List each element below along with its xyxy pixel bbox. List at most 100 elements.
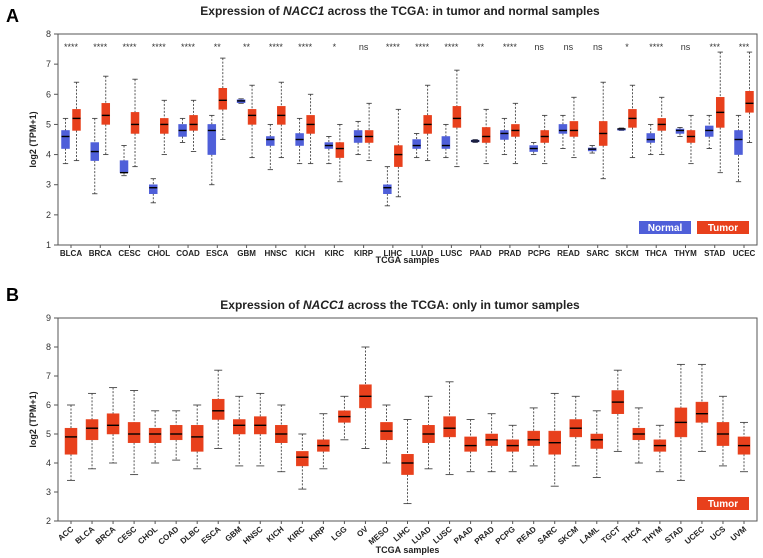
chart-a-significance-blca: **** bbox=[64, 42, 79, 52]
chart-a-title-gene: NACC1 bbox=[283, 4, 325, 18]
chart-b-box-tumor-ucs bbox=[716, 395, 730, 467]
chart-a-title-part-1: Expression of bbox=[200, 4, 283, 18]
chart-a-x-tick-label-ucec: UCEC bbox=[733, 249, 756, 258]
chart-a-box-tumor-thca bbox=[657, 96, 666, 156]
chart-a-box-tumor-kirp bbox=[364, 102, 374, 162]
chart-b-x-tick-label-ov: OV bbox=[355, 524, 370, 539]
chart-a-box-tumor-thym bbox=[686, 114, 696, 165]
chart-b-box-tumor-lihc bbox=[401, 419, 414, 505]
chart-a-x-tick-label-thym: THYM bbox=[674, 249, 697, 258]
chart-a-x-tick-label-pcpg: PCPG bbox=[528, 249, 551, 258]
chart-a-box-normal-cesc-iqr bbox=[119, 160, 129, 173]
chart-a-significance-sarc: ns bbox=[593, 42, 603, 52]
chart-a-box-normal-thym bbox=[675, 126, 685, 137]
chart-a-significance-ucec: *** bbox=[739, 42, 750, 52]
chart-b-x-tick-label-luad: LUAD bbox=[410, 524, 433, 545]
chart-b-x-tick-label-coad: COAD bbox=[157, 524, 181, 546]
chart-a-significance-thca: **** bbox=[649, 42, 664, 52]
chart-a-legend-label-tumor: Tumor bbox=[708, 223, 738, 234]
chart-b-x-tick-label-chol: CHOL bbox=[136, 525, 159, 547]
chart-b-y-tick-label: 9 bbox=[46, 313, 51, 323]
chart-b-legend-label-tumor: Tumor bbox=[708, 499, 738, 510]
chart-b-x-tick-label-paad: PAAD bbox=[452, 524, 475, 545]
chart-b-box-tumor-lusc-iqr bbox=[443, 416, 456, 438]
chart-b-y-tick-label: 8 bbox=[46, 342, 51, 352]
chart-b-box-tumor-luad bbox=[422, 395, 435, 470]
chart-b-x-tick-label-stad: STAD bbox=[663, 524, 685, 545]
chart-a-x-tick-label-gbm: GBM bbox=[237, 249, 256, 258]
chart-a-significance-kirp: ns bbox=[359, 42, 369, 52]
chart-b-x-tick-label-uvm: UVM bbox=[729, 524, 749, 543]
chart-a-box-normal-hnsc-iqr bbox=[266, 136, 275, 146]
chart-a-x-tick-label-sarc: SARC bbox=[586, 249, 609, 258]
chart-a-box-tumor-cesc bbox=[130, 78, 140, 168]
chart-a-significance-read: ns bbox=[564, 42, 574, 52]
chart-b-box-tumor-blca bbox=[85, 392, 99, 470]
chart-b-x-tick-label-prad: PRAD bbox=[473, 524, 496, 546]
chart-a-x-axis-label: TCGA samples bbox=[376, 255, 440, 265]
chart-a-box-normal-lusc bbox=[441, 123, 451, 159]
chart-a-box-tumor-coad bbox=[189, 99, 198, 153]
chart-a-box-tumor-ucec bbox=[745, 51, 754, 143]
chart-a-box-tumor-read-iqr bbox=[569, 121, 579, 137]
chart-a-box-tumor-brca bbox=[101, 75, 111, 156]
chart-a-box-normal-thym-iqr bbox=[675, 128, 685, 134]
chart-a-box-tumor-gbm bbox=[247, 84, 257, 159]
chart-a-box-tumor-chol-iqr bbox=[160, 118, 169, 134]
chart-b-title-part-1: Expression of bbox=[220, 298, 303, 312]
chart-a-plot-frame bbox=[57, 33, 758, 246]
chart-b-box-tumor-coad-iqr bbox=[169, 425, 183, 441]
chart-b-y-tick-label: 6 bbox=[46, 400, 51, 410]
chart-a-significance-thym: ns bbox=[681, 42, 691, 52]
chart-b-x-tick-label-sarc: SARC bbox=[536, 524, 559, 546]
chart-a-box-tumor-read bbox=[569, 96, 579, 159]
chart-b-x-tick-label-kirc: KIRC bbox=[286, 524, 307, 544]
chart-a-box-normal-kich bbox=[295, 117, 304, 165]
chart-a-x-tick-label-cesc: CESC bbox=[118, 249, 140, 258]
chart-b-legend-swatch-tumor bbox=[697, 497, 749, 510]
chart-b-box-tumor-chol bbox=[148, 410, 162, 464]
chart-b-box-tumor-kich bbox=[275, 404, 288, 473]
chart-a-x-tick-label-esca: ESCA bbox=[206, 249, 228, 258]
chart-a-box-normal-esca bbox=[207, 114, 217, 186]
chart-b-box-tumor-chol-iqr bbox=[148, 427, 162, 443]
chart-b-box-tumor-pcpg bbox=[506, 424, 519, 473]
chart-a-box-normal-chol-iqr bbox=[149, 184, 158, 195]
chart-b-y-tick-label: 2 bbox=[46, 516, 51, 526]
chart-a-box-normal-esca-iqr bbox=[207, 124, 217, 155]
chart-b-box-tumor-hnsc bbox=[254, 392, 267, 467]
chart-b-x-tick-label-hnsc: HNSC bbox=[241, 524, 264, 546]
panel-b-letter: B bbox=[6, 285, 19, 305]
chart-a-box-tumor-kich bbox=[306, 93, 315, 165]
chart-b-box-tumor-tgct bbox=[611, 369, 625, 452]
chart-b-box-tumor-kirc bbox=[296, 433, 309, 490]
chart-b-x-tick-label-kich: KICH bbox=[265, 524, 286, 544]
chart-a-significance-kich: **** bbox=[298, 42, 313, 52]
chart-a-x-tick-label-kich: KICH bbox=[295, 249, 315, 258]
chart-a-significance-cesc: **** bbox=[123, 42, 138, 52]
chart-a-x-tick-label-kirc: KIRC bbox=[325, 249, 345, 258]
chart-b-x-tick-label-lihc: LIHC bbox=[392, 524, 412, 543]
chart-a-x-tick-label-kirp: KIRP bbox=[354, 249, 374, 258]
chart-b-box-tumor-lihc-iqr bbox=[401, 454, 414, 475]
chart-a-box-tumor-cesc-iqr bbox=[130, 112, 140, 134]
chart-b-box-tumor-thym bbox=[653, 424, 667, 473]
chart-b: 2 3 4 5 6 7 8 9 log2 (TPM+1) TCGA samples ACCBLCAB… bbox=[28, 313, 758, 555]
chart-a-y-tick-label: 7 bbox=[46, 59, 51, 69]
chart-a-box-normal-cesc bbox=[119, 145, 129, 177]
chart-a-box-tumor-brca-iqr bbox=[101, 103, 111, 125]
chart-a-box-normal-coad bbox=[178, 117, 187, 143]
chart-a-box-normal-thca-iqr bbox=[646, 133, 655, 143]
chart-b-box-tumor-kirp bbox=[317, 413, 330, 470]
chart-b-box-tumor-acc bbox=[64, 404, 78, 481]
chart-a-box-tumor-blca-iqr bbox=[72, 109, 81, 131]
chart-a-x-tick-label-blca: BLCA bbox=[60, 249, 82, 258]
chart-a-box-tumor-lihc bbox=[394, 108, 403, 198]
chart-b-box-tumor-blca-iqr bbox=[85, 419, 99, 441]
chart-a-significance-chol: **** bbox=[152, 42, 167, 52]
chart-a-box-tumor-pcpg bbox=[540, 114, 549, 165]
chart-b-box-tumor-laml-iqr bbox=[590, 433, 604, 449]
chart-a-box-tumor-kirc bbox=[335, 123, 345, 183]
chart-a-significance-gbm: ** bbox=[243, 42, 251, 52]
chart-a-box-tumor-blca bbox=[72, 81, 81, 162]
